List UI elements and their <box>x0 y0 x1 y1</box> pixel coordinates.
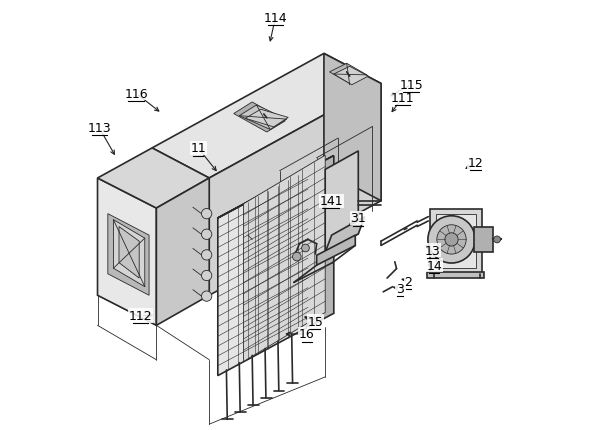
Circle shape <box>201 291 212 301</box>
Polygon shape <box>436 214 475 269</box>
Circle shape <box>301 245 309 252</box>
Text: 111: 111 <box>391 92 414 105</box>
Polygon shape <box>119 227 139 279</box>
Polygon shape <box>427 273 484 279</box>
Text: 12: 12 <box>468 156 484 169</box>
Text: 114: 114 <box>263 12 287 25</box>
Polygon shape <box>114 220 145 287</box>
Polygon shape <box>239 106 287 130</box>
Polygon shape <box>98 148 209 209</box>
Polygon shape <box>430 210 482 274</box>
Polygon shape <box>474 227 493 253</box>
Text: 14: 14 <box>426 259 442 272</box>
Polygon shape <box>325 151 358 253</box>
Circle shape <box>292 253 301 261</box>
Circle shape <box>428 216 475 264</box>
Polygon shape <box>156 178 209 326</box>
Text: 11: 11 <box>190 142 206 155</box>
Text: 113: 113 <box>88 122 111 135</box>
Text: 115: 115 <box>399 79 423 92</box>
Polygon shape <box>317 236 355 266</box>
Circle shape <box>437 225 466 255</box>
Text: 16: 16 <box>299 328 314 341</box>
Circle shape <box>445 233 458 246</box>
Circle shape <box>201 250 212 261</box>
Polygon shape <box>108 214 149 295</box>
Polygon shape <box>325 217 365 253</box>
Polygon shape <box>218 170 308 376</box>
Polygon shape <box>245 110 288 128</box>
Polygon shape <box>218 156 334 218</box>
Text: 15: 15 <box>307 315 323 328</box>
Circle shape <box>201 230 212 240</box>
Polygon shape <box>308 156 334 327</box>
Circle shape <box>201 271 212 281</box>
Circle shape <box>201 209 212 219</box>
Text: 31: 31 <box>350 212 366 225</box>
Polygon shape <box>234 103 285 133</box>
Polygon shape <box>330 64 367 84</box>
Polygon shape <box>334 67 368 86</box>
Text: 3: 3 <box>396 282 404 295</box>
Text: 112: 112 <box>128 309 152 322</box>
Text: 13: 13 <box>424 244 440 257</box>
Text: 141: 141 <box>320 195 343 208</box>
Circle shape <box>494 237 500 243</box>
Polygon shape <box>324 54 381 201</box>
Polygon shape <box>152 54 381 178</box>
Polygon shape <box>243 156 325 362</box>
Text: 116: 116 <box>124 88 148 101</box>
Polygon shape <box>209 84 381 295</box>
Polygon shape <box>98 178 156 326</box>
Text: 2: 2 <box>404 275 413 288</box>
